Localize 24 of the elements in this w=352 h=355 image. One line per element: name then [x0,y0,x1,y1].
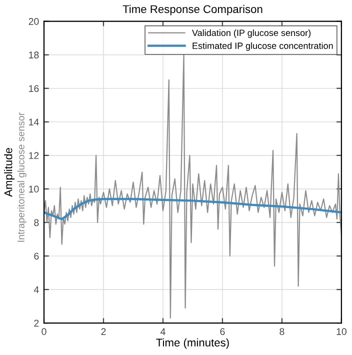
y-tick-label: 10 [29,186,39,193]
y-tick-label: 12 [29,152,39,159]
legend-label: Validation (IP glucose sensor) [192,29,311,38]
x-tick-label: 10 [336,328,346,336]
x-tick-label: 8 [280,328,284,336]
y-tick-label: 20 [28,18,39,25]
y-tick-label: 18 [29,52,39,58]
y-tick-label: 2 [34,320,39,327]
x-tick-label: 4 [160,328,166,335]
y-tick-label: 16 [29,85,39,92]
line-series [44,54,342,319]
legend-label: Estimated IP glucose concentration [192,42,333,51]
y-tick-label: 14 [29,118,39,126]
x-tick-label: 6 [220,328,225,336]
chart-title: Time Response Comparison [122,4,262,16]
x-tick-label: 0 [42,328,46,336]
x-tick-label: 2 [101,328,106,335]
y-axis-title: Amplitude [4,148,14,197]
x-axis-title: Time (minutes) [156,338,229,349]
y-tick-label: 8 [34,219,39,226]
y-tick-label: 6 [34,252,39,260]
line-series [44,198,342,220]
text: Intraperitoneal glucose sensor [17,112,26,242]
y-tick-label: 4 [34,286,39,294]
